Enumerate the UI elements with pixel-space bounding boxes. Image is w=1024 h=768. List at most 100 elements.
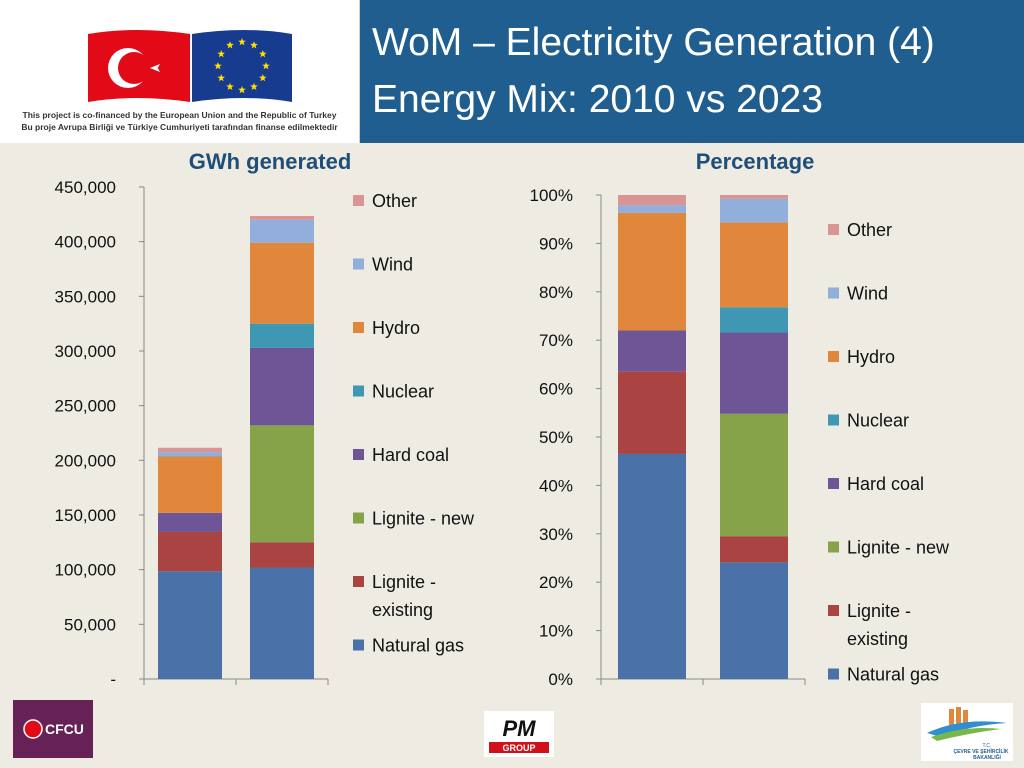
bar-segment-wind-2010 bbox=[618, 205, 686, 213]
legend-label: Hard coal bbox=[847, 474, 924, 494]
bar-segment-nuclear-2023 bbox=[720, 307, 788, 333]
bar-segment-hydro-2023 bbox=[250, 242, 314, 324]
y-tick-label: 20% bbox=[539, 573, 573, 592]
y-tick-label: 40% bbox=[539, 476, 573, 495]
percentage-chart: Percentage 0% 10% 20% 30% 40% 50% 60% 70% 80% 90% 1… bbox=[530, 149, 951, 689]
bar-segment-hydro-2010 bbox=[618, 212, 686, 331]
bar-segment-natural-gas-2010 bbox=[618, 453, 686, 679]
cfcu-logo: CFCU bbox=[13, 700, 93, 758]
bar-segment-lignite-existing-2010 bbox=[618, 371, 686, 454]
eu-star-icon bbox=[217, 50, 225, 58]
legend-label: Wind bbox=[847, 284, 888, 304]
legend-label: existing bbox=[372, 600, 433, 620]
y-tick-label: 300,000 bbox=[55, 342, 116, 361]
y-tick-label: 70% bbox=[539, 331, 573, 350]
bar-segment-natural-gas-2010 bbox=[158, 571, 222, 679]
y-tick-label: 100% bbox=[530, 186, 573, 205]
legend-label: Nuclear bbox=[847, 411, 909, 431]
y-tick-label: 30% bbox=[539, 525, 573, 544]
slide-subtitle: Energy Mix: 2010 vs 2023 bbox=[372, 78, 823, 121]
bar-segment-other-2023 bbox=[720, 195, 788, 199]
legend-swatch bbox=[828, 351, 839, 362]
legend-swatch bbox=[828, 605, 839, 616]
y-tick-label: 60% bbox=[539, 380, 573, 399]
y-tick-label: 10% bbox=[539, 622, 573, 641]
eu-star-icon bbox=[262, 62, 270, 70]
bar-segment-lignite-new-2023 bbox=[720, 413, 788, 537]
bar-segment-hard-coal-2010 bbox=[158, 512, 222, 532]
legend-swatch bbox=[353, 322, 364, 333]
legend-swatch bbox=[828, 224, 839, 235]
legend-label: Wind bbox=[372, 255, 413, 275]
bar-segment-natural-gas-2023 bbox=[250, 567, 314, 679]
legend-label: Hydro bbox=[847, 347, 895, 367]
eu-star-icon bbox=[226, 82, 234, 90]
bar-segment-wind-2023 bbox=[250, 219, 314, 243]
cofinance-flags bbox=[88, 30, 292, 102]
eu-star-icon bbox=[217, 74, 225, 82]
legend-label: Lignite - new bbox=[847, 538, 950, 558]
bar-segment-lignite-existing-2023 bbox=[250, 542, 314, 568]
y-tick-label: 450,000 bbox=[55, 178, 116, 197]
y-tick-label: 350,000 bbox=[55, 287, 116, 306]
cofinance-caption-en: This project is co-financed by the Europ… bbox=[22, 110, 337, 120]
legend-swatch bbox=[828, 287, 839, 299]
legend-swatch bbox=[353, 639, 364, 651]
y-tick-label: 100,000 bbox=[55, 561, 116, 580]
legend-swatch bbox=[828, 478, 839, 489]
legend-swatch bbox=[353, 576, 364, 587]
legend-swatch bbox=[828, 541, 839, 553]
legend-label: existing bbox=[847, 629, 908, 649]
bar-segment-hard-coal-2023 bbox=[250, 347, 314, 426]
eu-star-icon bbox=[259, 74, 267, 82]
bar-segment-lignite-existing-2023 bbox=[720, 536, 788, 563]
bar-segment-hydro-2023 bbox=[720, 222, 788, 308]
y-tick-label: 0% bbox=[548, 670, 573, 689]
legend-label: Other bbox=[372, 191, 417, 211]
y-tick-label: 400,000 bbox=[55, 233, 116, 252]
bar-segment-lignite-existing-2010 bbox=[158, 531, 222, 572]
legend-label: Lignite - new bbox=[372, 509, 475, 529]
eu-star-icon bbox=[250, 41, 258, 49]
legend-label: Lignite - bbox=[847, 601, 911, 621]
bar-segment-hard-coal-2010 bbox=[618, 330, 686, 372]
y-tick-label: 250,000 bbox=[55, 397, 116, 416]
eu-star-icon bbox=[259, 50, 267, 58]
y-tick-label: 50,000 bbox=[64, 615, 116, 634]
cfcu-text: CFCU bbox=[45, 721, 84, 737]
bar-segment-nuclear-2023 bbox=[250, 323, 314, 348]
slide-header: This project is co-financed by the Europ… bbox=[0, 0, 1024, 143]
gwh-chart: GWh generated - 50,000 100,000 150,000 200,00… bbox=[55, 149, 476, 689]
ministry-logo: T.C. ÇEVRE VE ŞEHİRCİLİK BAKANLIĞI bbox=[921, 703, 1013, 761]
bar-segment-lignite-new-2023 bbox=[250, 425, 314, 543]
bar-segment-other-2023 bbox=[250, 215, 314, 220]
legend-label: Hard coal bbox=[372, 445, 449, 465]
chart-title: Percentage bbox=[696, 149, 815, 174]
eu-star-icon bbox=[226, 41, 234, 49]
legend-swatch bbox=[353, 258, 364, 270]
legend-swatch bbox=[353, 195, 364, 206]
y-tick-label: 90% bbox=[539, 234, 573, 253]
title-panel: WoM – Electricity Generation (4) Energy … bbox=[360, 0, 1024, 143]
y-tick-label: 150,000 bbox=[55, 506, 116, 525]
y-tick-label: 80% bbox=[539, 283, 573, 302]
pm-group-logo: PM GROUP bbox=[484, 711, 554, 757]
eu-flag-icon bbox=[192, 30, 292, 102]
slide-title: WoM – Electricity Generation (4) bbox=[372, 21, 935, 64]
legend-swatch bbox=[353, 385, 364, 397]
legend-label: Natural gas bbox=[847, 665, 939, 685]
cofinance-logo-panel: This project is co-financed by the Europ… bbox=[0, 0, 360, 143]
bar-segment-other-2010 bbox=[158, 447, 222, 453]
eu-star-icon bbox=[214, 62, 222, 70]
legend-swatch bbox=[828, 414, 839, 426]
eu-star-icon bbox=[250, 82, 258, 90]
bar-segment-other-2010 bbox=[618, 195, 686, 206]
legend-label: Natural gas bbox=[372, 636, 464, 656]
bar-segment-hydro-2010 bbox=[158, 456, 222, 513]
bar-segment-hard-coal-2023 bbox=[720, 332, 788, 414]
y-tick-label: 200,000 bbox=[55, 451, 116, 470]
bar-segment-wind-2023 bbox=[720, 198, 788, 223]
eu-star-icon bbox=[238, 38, 246, 46]
bar-segment-natural-gas-2023 bbox=[720, 562, 788, 679]
legend-swatch bbox=[353, 512, 364, 524]
